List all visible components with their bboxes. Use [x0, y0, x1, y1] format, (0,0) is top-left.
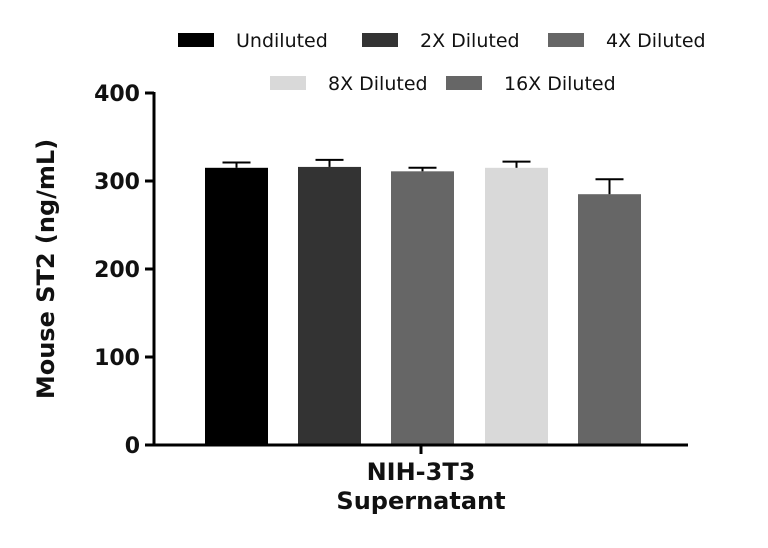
- legend: Undiluted 2X Diluted 4X Diluted 8X Diluted 1…: [178, 30, 706, 95]
- x-axis-title-line: NIH-3T3: [367, 458, 476, 486]
- axes: 0 100 200 300 400 Mouse ST2 (ng/mL) NIH-3T3Sup…: [32, 82, 688, 515]
- legend-swatch: [178, 33, 214, 47]
- legend-swatch: [270, 76, 306, 90]
- bar-2x-diluted: [298, 166, 361, 446]
- legend-swatch: [362, 33, 398, 47]
- x-axis-title-line: Supernatant: [336, 487, 505, 515]
- legend-swatch: [548, 33, 584, 47]
- legend-label: 2X Diluted: [420, 30, 520, 52]
- bar-undiluted: [205, 167, 268, 446]
- y-tick-label: 300: [94, 170, 140, 195]
- legend-label: Undiluted: [236, 30, 328, 52]
- legend-label: 8X Diluted: [328, 73, 428, 95]
- y-tick-label: 100: [94, 346, 140, 371]
- legend-label: 16X Diluted: [504, 73, 616, 95]
- y-tick-label: 400: [94, 82, 140, 107]
- plot-area: [205, 158, 641, 446]
- y-tick-label: 200: [94, 258, 140, 283]
- legend-label: 4X Diluted: [606, 30, 706, 52]
- y-axis-title: Mouse ST2 (ng/mL): [32, 139, 60, 399]
- bar-8x-diluted: [485, 167, 548, 446]
- legend-swatch: [446, 76, 482, 90]
- bar-4x-diluted: [391, 171, 454, 445]
- bar-16x-diluted: [578, 194, 641, 445]
- y-tick-label: 0: [125, 434, 140, 459]
